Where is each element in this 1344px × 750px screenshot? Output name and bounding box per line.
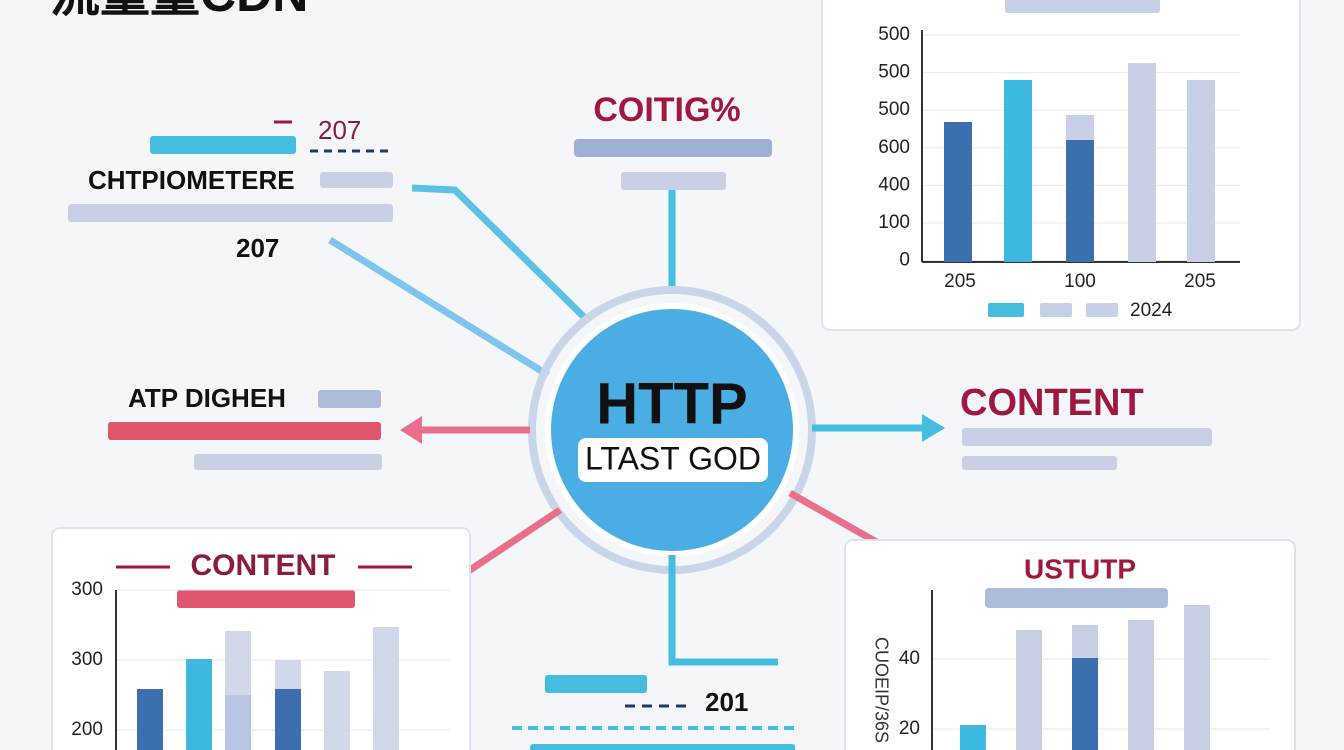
y-label: 500 xyxy=(878,62,910,83)
panel xyxy=(821,0,1301,331)
y-label: 500 xyxy=(878,24,910,45)
hub-subtitle: LTAST GOD xyxy=(585,440,761,476)
bar xyxy=(985,588,1168,608)
heading: CONTENT xyxy=(191,549,336,582)
bar xyxy=(962,456,1117,470)
label: 207 xyxy=(236,233,279,263)
heading: CHTPIOMETERE xyxy=(88,165,295,195)
legend-swatch xyxy=(988,303,1024,317)
bar xyxy=(373,627,399,750)
bar xyxy=(1005,0,1160,13)
hub-label-box xyxy=(578,438,768,482)
bar xyxy=(275,660,301,689)
heading: ATP DIGHEH xyxy=(128,383,286,413)
hub-title: HTTP xyxy=(596,371,747,436)
bar xyxy=(960,725,986,750)
bar xyxy=(1072,658,1098,750)
bar xyxy=(68,204,393,222)
legend-label: 2024 xyxy=(1130,300,1173,321)
y-label: 20 xyxy=(899,718,920,739)
y-label: 300 xyxy=(71,579,103,600)
panel xyxy=(844,539,1296,750)
bar xyxy=(621,172,726,190)
y-label: 200 xyxy=(71,719,103,740)
y-label: 40 xyxy=(899,648,920,669)
x-label: 205 xyxy=(944,271,976,292)
bar xyxy=(944,122,972,262)
heading: USTUTP xyxy=(1024,553,1136,584)
bar xyxy=(108,422,381,440)
bar xyxy=(318,390,381,408)
bar xyxy=(545,675,647,693)
bar xyxy=(574,139,772,157)
bar xyxy=(962,428,1212,446)
arrow-head xyxy=(400,416,422,444)
y-label: 300 xyxy=(71,649,103,670)
bar xyxy=(186,659,212,750)
connector xyxy=(328,237,550,378)
bar xyxy=(150,136,296,154)
heading: COITIG% xyxy=(593,91,740,129)
bar xyxy=(1016,630,1042,750)
bar xyxy=(137,689,163,750)
label: 207 xyxy=(318,115,361,145)
title: 流量量CDN xyxy=(50,0,308,22)
heading: CONTENT xyxy=(960,382,1144,424)
bar xyxy=(1066,140,1094,262)
x-label: 205 xyxy=(1184,271,1216,292)
legend-swatch xyxy=(1040,303,1072,317)
bar xyxy=(275,689,301,750)
legend-swatch xyxy=(1086,303,1118,317)
y-label: 100 xyxy=(878,212,910,233)
bar xyxy=(225,695,251,750)
bar xyxy=(320,172,393,188)
bar xyxy=(324,671,350,750)
bar xyxy=(225,631,251,695)
y-label: 600 xyxy=(878,137,910,158)
connector xyxy=(411,184,588,321)
bar xyxy=(1072,625,1098,658)
bar xyxy=(530,744,795,750)
axis-label: CUOEIP/36S xyxy=(871,637,891,743)
x-label: 100 xyxy=(1064,271,1096,292)
connector xyxy=(668,555,778,666)
bar xyxy=(1184,605,1210,750)
y-label: 400 xyxy=(878,174,910,195)
arrow-head xyxy=(922,414,945,442)
bar xyxy=(1187,80,1215,262)
bar xyxy=(194,454,382,470)
y-label: 0 xyxy=(899,250,910,271)
bar xyxy=(1004,80,1032,262)
label: 201 xyxy=(705,687,748,717)
bar xyxy=(1066,115,1094,140)
bar xyxy=(1128,63,1156,262)
bar xyxy=(1128,620,1154,750)
hub xyxy=(545,303,799,557)
bar xyxy=(177,590,355,608)
y-label: 500 xyxy=(878,99,910,120)
